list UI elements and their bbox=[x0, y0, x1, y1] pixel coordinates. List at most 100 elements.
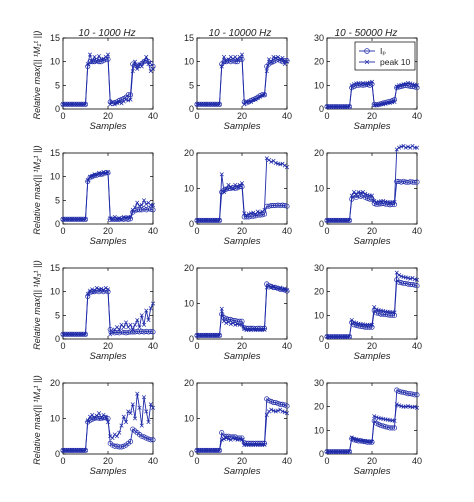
point-ip bbox=[409, 282, 416, 288]
y-tick-label: 20 bbox=[314, 148, 324, 158]
y-tick-label: 15 bbox=[50, 263, 60, 273]
x-tick-label: 0 bbox=[60, 456, 65, 466]
point-peak10 bbox=[132, 322, 138, 327]
point-peak10 bbox=[119, 423, 124, 428]
x-tick-label: 40 bbox=[412, 456, 422, 466]
point-peak10 bbox=[237, 437, 242, 442]
point-peak10 bbox=[226, 437, 231, 442]
point-peak10 bbox=[255, 209, 260, 214]
point-peak10 bbox=[374, 103, 379, 108]
point-peak10 bbox=[284, 59, 290, 64]
x-axis-label: Samples bbox=[354, 236, 391, 247]
point-peak10 bbox=[83, 102, 88, 107]
point-peak10 bbox=[87, 288, 93, 293]
point-peak10 bbox=[110, 435, 115, 441]
point-peak10 bbox=[233, 322, 238, 327]
y-tick-label: 10 bbox=[184, 299, 194, 309]
axes-box bbox=[62, 37, 154, 110]
point-peak10 bbox=[349, 83, 354, 88]
point-peak10 bbox=[273, 285, 278, 290]
point-peak10 bbox=[235, 437, 240, 442]
y-tick-label: 10 bbox=[50, 172, 60, 182]
point-peak10 bbox=[251, 327, 256, 332]
point-ip bbox=[118, 96, 125, 103]
point-peak10 bbox=[101, 169, 106, 174]
row-ylabel-1: Relative max(|| ¹M₁¹ ||) bbox=[32, 31, 42, 120]
point-peak10 bbox=[284, 287, 290, 293]
x-axis-label: Samples bbox=[354, 466, 391, 477]
point-peak10 bbox=[248, 328, 254, 333]
x-tick-label: 0 bbox=[324, 226, 329, 236]
y-tick-label: 0 bbox=[189, 334, 194, 344]
point-peak10 bbox=[121, 325, 126, 330]
x-tick-label: 0 bbox=[60, 111, 65, 121]
point-ip bbox=[414, 283, 420, 289]
point-peak10 bbox=[269, 59, 274, 64]
x-tick-label: 40 bbox=[148, 456, 158, 466]
x-tick-label: 20 bbox=[367, 456, 377, 466]
point-peak10 bbox=[94, 59, 99, 64]
point-ip bbox=[398, 83, 404, 90]
panel-r1-c1: 0 20 40 0 5 10 15 Samples bbox=[50, 33, 158, 132]
point-ip bbox=[389, 425, 395, 431]
point-ip bbox=[378, 423, 384, 429]
point-peak10 bbox=[117, 216, 122, 221]
x-tick-label: 20 bbox=[237, 226, 247, 236]
point-peak10 bbox=[130, 402, 135, 407]
point-peak10 bbox=[144, 409, 149, 414]
point-peak10 bbox=[141, 59, 147, 64]
point-peak10 bbox=[141, 395, 147, 400]
point-ip bbox=[268, 60, 274, 66]
y-tick-label: 10 bbox=[314, 425, 324, 435]
y-tick-label: 15 bbox=[50, 148, 60, 158]
y-tick-label: 20 bbox=[314, 402, 324, 412]
point-peak10 bbox=[347, 449, 352, 454]
point-peak10 bbox=[94, 285, 99, 290]
x-tick-label: 40 bbox=[412, 111, 422, 121]
point-peak10 bbox=[224, 186, 229, 191]
y-tick-label: 30 bbox=[314, 263, 324, 273]
point-ip bbox=[139, 433, 145, 439]
y-tick-label: 0 bbox=[55, 104, 60, 114]
point-peak10 bbox=[126, 98, 131, 103]
x-axis-label: Samples bbox=[224, 466, 261, 477]
point-peak10 bbox=[369, 79, 375, 84]
point-peak10 bbox=[396, 403, 402, 408]
y-tick-label: 15 bbox=[184, 33, 194, 43]
y-tick-label: 10 bbox=[50, 414, 60, 424]
point-peak10 bbox=[146, 61, 151, 67]
point-peak10 bbox=[246, 212, 251, 217]
point-peak10 bbox=[367, 80, 372, 85]
point-peak10 bbox=[96, 53, 102, 59]
col-title-3: 10 - 50000 Hz bbox=[335, 28, 398, 39]
point-peak10 bbox=[410, 275, 415, 280]
row-ylabels: Relative max(|| ¹M₁¹ ||) Relative max(||… bbox=[32, 31, 42, 465]
point-peak10 bbox=[217, 218, 222, 223]
point-peak10 bbox=[114, 100, 120, 105]
point-ip bbox=[400, 389, 407, 396]
point-peak10 bbox=[85, 61, 90, 67]
point-peak10 bbox=[117, 327, 122, 332]
point-ip bbox=[284, 403, 290, 409]
point-peak10 bbox=[117, 430, 122, 435]
point-ip bbox=[391, 425, 398, 431]
point-ip bbox=[116, 97, 122, 104]
point-peak10 bbox=[85, 291, 90, 297]
point-peak10 bbox=[87, 174, 93, 179]
point-peak10 bbox=[146, 318, 151, 323]
point-peak10 bbox=[230, 186, 236, 191]
point-peak10 bbox=[358, 82, 363, 87]
point-peak10 bbox=[135, 318, 140, 323]
x-tick-label: 20 bbox=[367, 341, 377, 351]
x-tick-label: 40 bbox=[282, 226, 292, 236]
point-ip bbox=[382, 424, 389, 430]
point-peak10 bbox=[392, 418, 397, 423]
point-peak10 bbox=[148, 402, 153, 407]
point-peak10 bbox=[230, 435, 236, 441]
point-peak10 bbox=[139, 64, 144, 69]
point-peak10 bbox=[248, 211, 254, 216]
point-peak10 bbox=[275, 161, 281, 166]
point-peak10 bbox=[128, 322, 133, 327]
point-peak10 bbox=[399, 274, 404, 279]
